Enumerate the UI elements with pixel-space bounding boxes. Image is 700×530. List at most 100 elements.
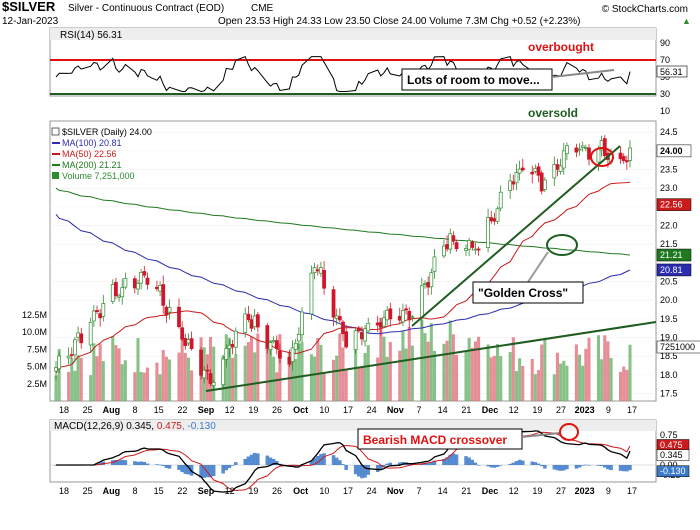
candle-body bbox=[442, 245, 446, 257]
date-tick-label: 25 bbox=[83, 405, 93, 415]
candle-body bbox=[419, 285, 424, 319]
volume-bar bbox=[183, 353, 187, 401]
macd-hist-bar bbox=[183, 465, 188, 474]
candle-body bbox=[155, 286, 159, 290]
volume-bar bbox=[543, 339, 547, 401]
macd-value-tag-text: 0.475 bbox=[660, 440, 683, 450]
candle-body bbox=[142, 271, 147, 276]
macd-hist-bar bbox=[363, 465, 367, 478]
volume-bar bbox=[562, 360, 566, 401]
volume-bar bbox=[622, 366, 626, 401]
macd-hist-bar bbox=[498, 465, 503, 466]
macd-hist-bar bbox=[536, 463, 541, 465]
candle-body bbox=[382, 317, 386, 327]
top-marker-circle bbox=[590, 147, 614, 167]
candle-body bbox=[464, 248, 468, 251]
macd-hist-bar bbox=[495, 465, 500, 467]
macd-hist-bar bbox=[385, 463, 389, 465]
candle-body bbox=[486, 217, 490, 248]
candle-body bbox=[88, 322, 93, 346]
macd-hist-bar bbox=[322, 453, 326, 465]
volume-bar bbox=[363, 353, 367, 401]
date-tick-label: 10 bbox=[319, 405, 329, 415]
macd-hist-bar bbox=[114, 460, 118, 465]
volume-bar bbox=[470, 347, 474, 401]
rsi-tick-label: 30 bbox=[660, 89, 670, 99]
volume-bar bbox=[168, 359, 172, 401]
candle-body bbox=[432, 256, 437, 272]
macd-hist-bar bbox=[473, 462, 478, 465]
volume-bar bbox=[360, 366, 364, 401]
candle-body bbox=[293, 342, 298, 350]
macd-header-band bbox=[50, 420, 656, 431]
candle-body bbox=[580, 145, 585, 148]
volume-bar bbox=[278, 334, 282, 401]
macd-hist-bar bbox=[139, 461, 143, 465]
volume-bar bbox=[565, 365, 569, 401]
volume-bar bbox=[186, 357, 190, 401]
macd-callout-box bbox=[357, 428, 523, 450]
volume-bar bbox=[209, 336, 213, 401]
candle-body bbox=[199, 349, 203, 376]
macd-hist-bar bbox=[429, 462, 434, 465]
macd-hist-bar bbox=[382, 465, 386, 467]
macd-hist-bar bbox=[145, 463, 150, 465]
price-tick-label: 18.0 bbox=[660, 370, 678, 380]
macd-hist-bar bbox=[625, 465, 629, 472]
macd-hist-bar bbox=[562, 465, 566, 471]
macd-hist-bar bbox=[584, 464, 588, 466]
price-value-tag bbox=[656, 340, 700, 354]
macd-hist-bar bbox=[470, 459, 475, 465]
volume-bar bbox=[98, 344, 102, 401]
volume-bar bbox=[291, 347, 295, 401]
macd-hist-bar bbox=[609, 465, 613, 471]
rsi-header-band bbox=[50, 28, 656, 40]
macd-hist-bar bbox=[454, 454, 459, 465]
candle-body bbox=[331, 289, 336, 318]
golden-cross-callout-text: "Golden Cross" bbox=[478, 286, 568, 300]
macd-hist-bar bbox=[448, 454, 452, 465]
volume-bar bbox=[357, 368, 361, 401]
price-value-tag bbox=[656, 248, 692, 262]
macd-hist-bar bbox=[618, 465, 623, 471]
volume-bar bbox=[429, 323, 433, 401]
date-tick-label: 14 bbox=[438, 405, 448, 415]
candle-body bbox=[445, 244, 449, 250]
volume-bar bbox=[401, 330, 405, 401]
candle-body bbox=[73, 339, 77, 356]
legend-swatch-box bbox=[52, 172, 59, 179]
volume-bar bbox=[139, 371, 143, 401]
date-tick-label: 26 bbox=[272, 486, 282, 496]
candle-body bbox=[114, 282, 118, 297]
candle-body bbox=[322, 270, 326, 289]
macd-hist-bar bbox=[221, 465, 225, 474]
rsi-callout-arrow bbox=[551, 69, 615, 78]
candle-body bbox=[454, 242, 459, 250]
candle-body bbox=[167, 307, 172, 313]
candle-body bbox=[555, 164, 560, 170]
date-tick-label: Oct bbox=[293, 486, 308, 496]
candle-body bbox=[252, 315, 257, 328]
volume-bar bbox=[142, 372, 146, 401]
volume-bar bbox=[600, 359, 604, 401]
candle-body bbox=[385, 309, 390, 321]
candle-body bbox=[189, 338, 194, 350]
date-tick-label: 12 bbox=[225, 405, 235, 415]
candle-body bbox=[596, 148, 601, 163]
candle-body bbox=[57, 355, 62, 370]
volume-bar bbox=[212, 346, 216, 401]
volume-bar bbox=[521, 366, 525, 401]
candle-body bbox=[177, 306, 181, 327]
macd-hist-bar bbox=[205, 465, 210, 478]
candle-body bbox=[69, 354, 74, 356]
volume-bar bbox=[404, 348, 408, 401]
candle-body bbox=[319, 267, 323, 274]
volume-bar bbox=[537, 370, 541, 401]
macd-callout-text: Bearish MACD crossover bbox=[363, 433, 507, 447]
support-trendline bbox=[205, 321, 657, 392]
candle-body bbox=[186, 339, 191, 344]
date-tick-label: 17 bbox=[627, 405, 637, 415]
candle-body bbox=[117, 295, 121, 298]
rsi-tick-label: 10 bbox=[660, 106, 670, 116]
volume-bar bbox=[467, 337, 471, 401]
